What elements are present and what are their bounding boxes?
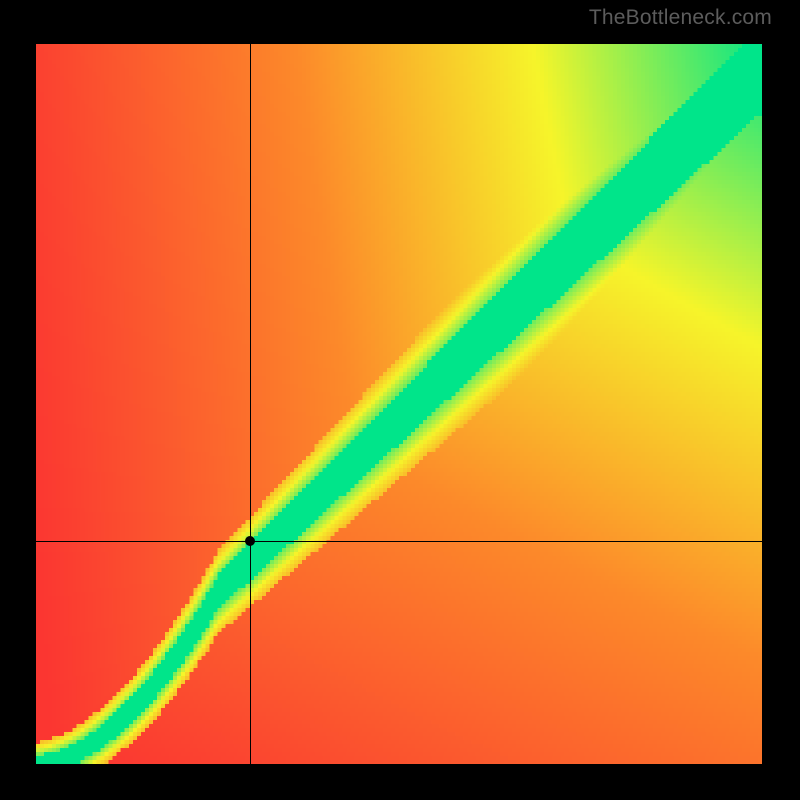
data-point-marker <box>245 536 255 546</box>
crosshair-vertical <box>250 44 251 764</box>
watermark-text: TheBottleneck.com <box>589 6 772 30</box>
plot-frame <box>24 32 774 776</box>
crosshair-horizontal <box>36 541 762 542</box>
heatmap-canvas <box>36 44 762 764</box>
plot-area <box>36 44 762 764</box>
